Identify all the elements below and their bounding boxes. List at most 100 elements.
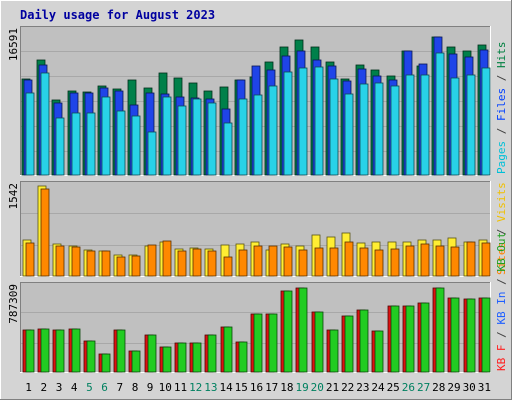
bar-middle-sites-day-23: [359, 247, 369, 277]
panel-bottom-max-label: 787309: [7, 284, 20, 324]
bar-middle-sites-day-7: [116, 256, 126, 277]
panel-middle-max-label: 1542: [7, 183, 20, 210]
bar-middle-sites-day-8: [131, 255, 141, 277]
chart-panels: 16591 Pages / Files / Hits 1542 Sites / Vis…: [7, 26, 508, 373]
bar-bottom-kb_out-day-30: [466, 298, 476, 373]
bar-bottom-kb_out-day-14: [223, 326, 233, 373]
bar-middle-sites-day-30: [466, 241, 476, 277]
legend-entry: Pages: [495, 141, 508, 174]
x-tick-label: 8: [132, 381, 139, 394]
x-tick-label: 16: [250, 381, 263, 394]
x-tick-label: 20: [311, 381, 324, 394]
x-tick-label: 31: [478, 381, 491, 394]
bar-top-pages-day-8: [131, 115, 141, 176]
bar-middle-sites-day-28: [435, 245, 445, 277]
x-tick-label: 17: [265, 381, 278, 394]
bar-middle-sites-day-14: [223, 256, 233, 277]
panel-middle-legend: Sites / Visits: [495, 182, 508, 275]
bar-middle-sites-day-20: [314, 247, 324, 277]
bar-bottom-kb_out-day-7: [116, 329, 126, 373]
bar-top-pages-day-13: [207, 102, 217, 176]
bar-top-pages-day-22: [344, 93, 354, 176]
x-tick-label: 12: [189, 381, 202, 394]
bar-top-pages-day-15: [238, 98, 248, 176]
bar-top-pages-day-17: [268, 85, 278, 176]
bar-middle-sites-day-12: [192, 248, 202, 277]
bar-middle-sites-day-21: [329, 247, 339, 277]
legend-entry: /: [495, 325, 508, 345]
x-tick-label: 1: [25, 381, 32, 394]
bar-top-pages-day-7: [116, 110, 126, 176]
bar-bottom-kb_out-day-12: [192, 342, 202, 373]
panel-bottom-legend: KB F / KB In / KB Out: [495, 232, 508, 371]
bar-top-pages-day-16: [253, 94, 263, 176]
bar-middle-sites-day-19: [298, 249, 308, 277]
x-tick-label: 5: [86, 381, 93, 394]
legend-entry: Hits: [495, 42, 508, 69]
bar-bottom-kb_out-day-5: [86, 340, 96, 373]
bar-bottom-kb_out-day-20: [314, 311, 324, 373]
bar-top-pages-day-5: [86, 112, 96, 176]
bar-bottom-kb_out-day-9: [147, 334, 157, 373]
bar-middle-sites-day-11: [177, 250, 187, 277]
bar-middle-sites-day-24: [374, 249, 384, 277]
legend-entry: KB F: [495, 345, 508, 372]
legend-entry: Files: [495, 88, 508, 121]
bar-bottom-kb_out-day-15: [238, 341, 248, 373]
panel-bottom: 787309 KB F / KB In / KB Out: [7, 232, 508, 373]
bar-bottom-kb_out-day-29: [450, 297, 460, 373]
x-tick-label: 19: [295, 381, 308, 394]
bar-top-pages-day-6: [101, 96, 111, 176]
x-tick-label: 3: [56, 381, 63, 394]
bar-bottom-kb_out-day-18: [283, 290, 293, 373]
x-tick-label: 10: [159, 381, 172, 394]
legend-entry: KB In: [495, 292, 508, 325]
x-tick-label: 24: [371, 381, 385, 394]
bar-top-pages-day-27: [420, 74, 430, 176]
bar-middle-sites-day-15: [238, 249, 248, 277]
bar-middle-sites-day-22: [344, 241, 354, 277]
bar-top-pages-day-26: [405, 74, 415, 176]
x-tick-label: 21: [326, 381, 339, 394]
x-tick-label: 6: [101, 381, 108, 394]
x-axis-labels: 1 2 3 4 5 6 7 8 9 10 11 12 13 14 15 16 17 18 19 20 21 22 23 24 2…: [25, 381, 491, 394]
bar-middle-sites-day-6: [101, 250, 111, 277]
bar-top-pages-day-18: [283, 71, 293, 176]
bar-bottom-kb_out-day-28: [435, 287, 445, 373]
bar-bottom-kb_out-day-16: [253, 313, 263, 373]
bar-middle-sites-day-16: [253, 245, 263, 277]
bar-bottom-kb_out-day-27: [420, 302, 430, 373]
x-tick-label: 30: [463, 381, 476, 394]
bar-bottom-kb_out-day-24: [374, 330, 384, 373]
bar-bottom-kb_out-day-3: [55, 329, 65, 373]
bar-bottom-kb_out-day-4: [71, 328, 81, 373]
bar-top-pages-day-19: [298, 67, 308, 176]
x-tick-label: 25: [387, 381, 400, 394]
panel-top: 16591 Pages / Files / Hits: [7, 26, 508, 176]
bar-middle-sites-day-18: [283, 246, 293, 277]
bar-bottom-kb_out-day-13: [207, 334, 217, 373]
panel-top-max-label: 16591: [7, 28, 20, 61]
bar-bottom-kb_out-day-23: [359, 309, 369, 373]
bar-top-pages-day-4: [71, 112, 81, 176]
bar-bottom-kb_out-day-19: [298, 287, 308, 373]
bar-top-pages-day-1: [25, 92, 35, 176]
bar-middle-sites-day-26: [405, 245, 415, 277]
bar-top-pages-day-28: [435, 52, 445, 176]
legend-entry: Visits: [495, 182, 508, 222]
bar-top-pages-day-31: [481, 67, 491, 176]
legend-entry: /: [495, 272, 508, 292]
bar-middle-sites-day-13: [207, 250, 217, 277]
bar-top-pages-day-25: [390, 85, 400, 176]
bar-top-pages-day-21: [329, 78, 339, 176]
bar-middle-sites-day-3: [55, 245, 65, 277]
chart-title: Daily usage for August 2023: [20, 8, 215, 22]
bar-bottom-kb_out-day-31: [481, 297, 491, 373]
bar-middle-sites-day-1: [25, 242, 35, 277]
x-tick-label: 7: [116, 381, 123, 394]
x-tick-label: 28: [432, 381, 445, 394]
bar-top-pages-day-30: [466, 74, 476, 176]
x-tick-label: 23: [356, 381, 369, 394]
